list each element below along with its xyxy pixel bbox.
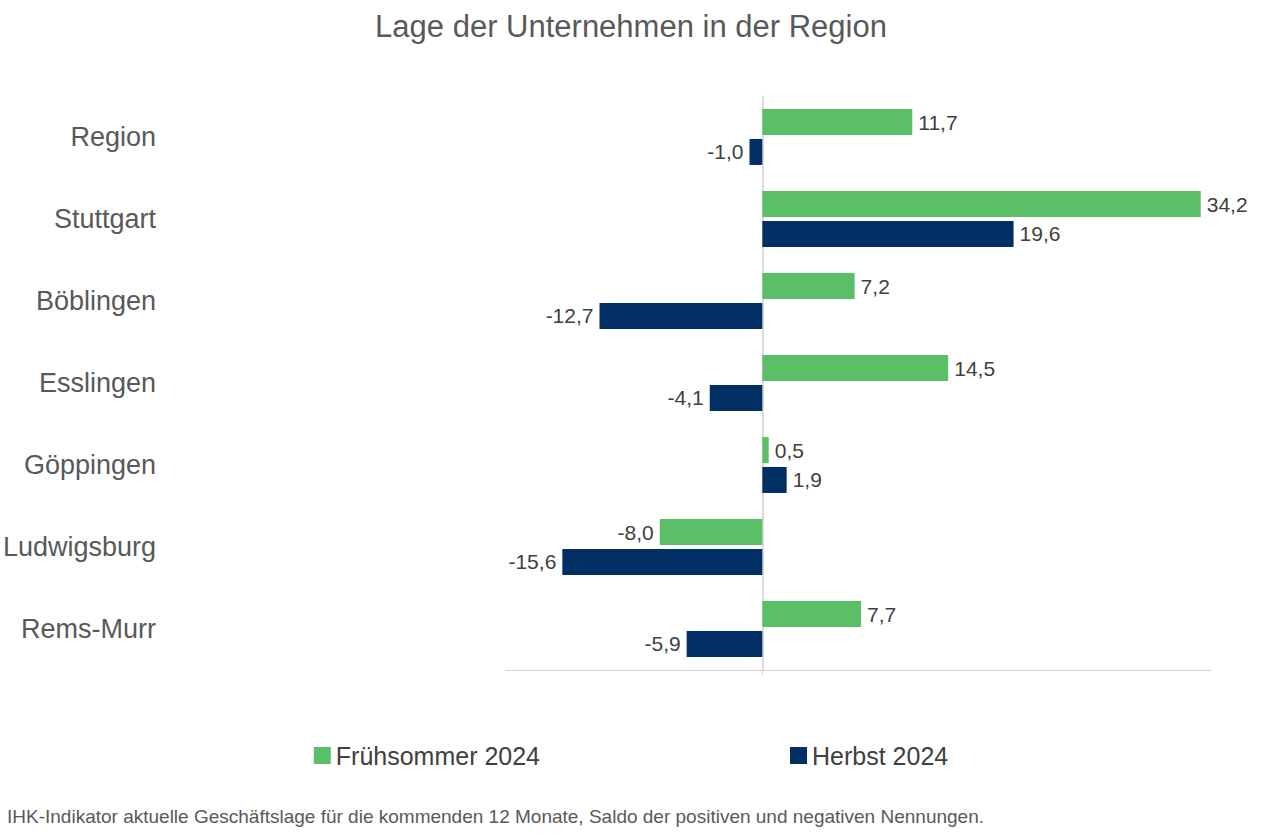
svg-text:Herbst 2024: Herbst 2024: [812, 742, 948, 770]
svg-text:0,5: 0,5: [775, 439, 804, 462]
svg-text:-8,0: -8,0: [618, 521, 654, 544]
svg-text:Göppingen: Göppingen: [24, 450, 156, 480]
svg-text:Frühsommer 2024: Frühsommer 2024: [336, 742, 540, 770]
svg-text:Region: Region: [71, 122, 157, 152]
svg-text:1,9: 1,9: [793, 468, 822, 491]
svg-text:IHK-Indikator aktuelle Geschäf: IHK-Indikator aktuelle Geschäftslage für…: [7, 806, 984, 827]
svg-text:-1,0: -1,0: [707, 140, 743, 163]
svg-text:Rems-Murr: Rems-Murr: [21, 614, 156, 644]
svg-text:Böblingen: Böblingen: [36, 286, 156, 316]
svg-text:14,5: 14,5: [954, 357, 995, 380]
svg-text:-5,9: -5,9: [644, 632, 680, 655]
svg-text:Esslingen: Esslingen: [39, 368, 156, 398]
svg-text:-15,6: -15,6: [508, 550, 556, 573]
svg-text:19,6: 19,6: [1020, 222, 1061, 245]
svg-text:-12,7: -12,7: [546, 304, 594, 327]
svg-text:11,7: 11,7: [918, 111, 957, 134]
svg-text:7,2: 7,2: [861, 275, 890, 298]
svg-text:-4,1: -4,1: [668, 386, 704, 409]
svg-text:Lage der Unternehmen in der Re: Lage der Unternehmen in der Region: [375, 9, 887, 44]
svg-text:7,7: 7,7: [867, 603, 896, 626]
svg-text:Stuttgart: Stuttgart: [54, 204, 157, 234]
svg-text:34,2: 34,2: [1207, 193, 1248, 216]
svg-text:Ludwigsburg: Ludwigsburg: [3, 532, 156, 562]
